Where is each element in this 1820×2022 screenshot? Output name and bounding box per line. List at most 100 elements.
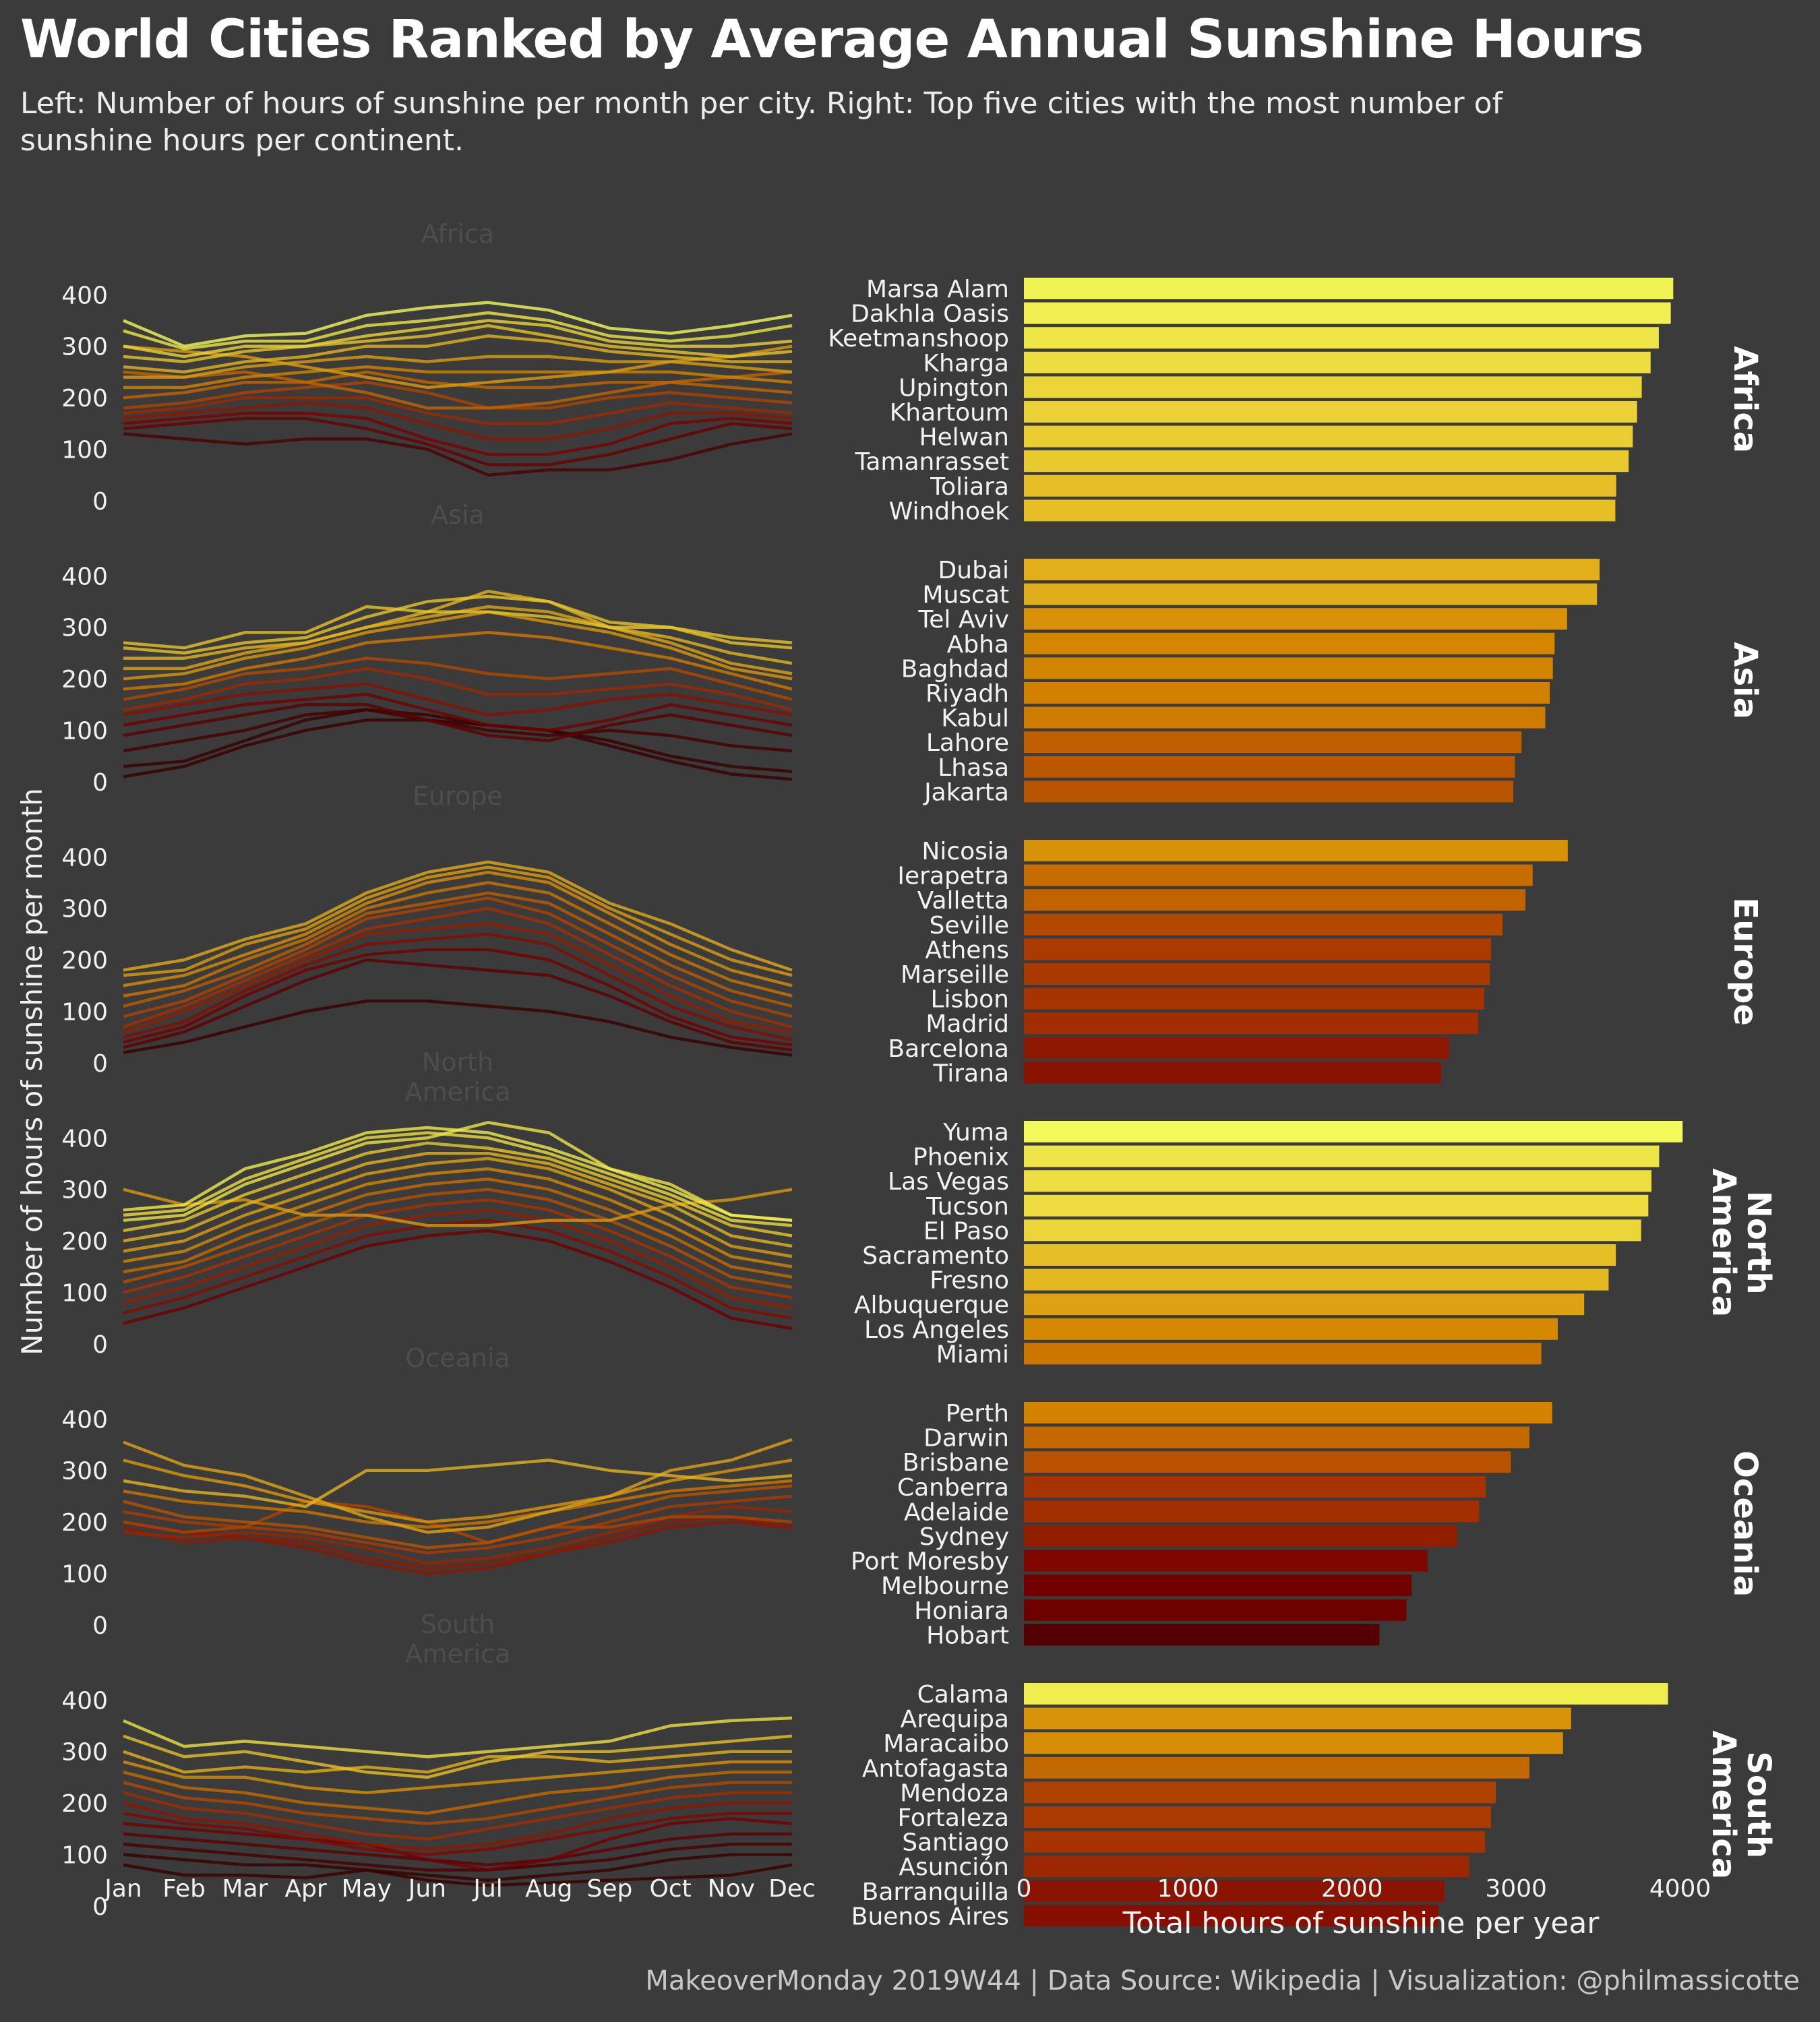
city-label: Lisbon bbox=[930, 986, 1009, 1014]
city-label: Ierapetra bbox=[897, 863, 1009, 890]
x-tick-label: Oct bbox=[650, 1875, 692, 1903]
city-label: Tamanrasset bbox=[854, 448, 1009, 476]
y-tick-label: 300 bbox=[61, 1458, 108, 1485]
y-tick-label: 100 bbox=[61, 1842, 108, 1870]
city-line bbox=[123, 703, 793, 743]
line-panel: Europe 0 100 200 300 400 bbox=[61, 781, 793, 1078]
bar bbox=[1024, 1145, 1660, 1167]
city-line bbox=[123, 1208, 793, 1310]
y-tick-label: 300 bbox=[61, 615, 108, 642]
city-label: Upington bbox=[899, 374, 1009, 402]
strip-label: America bbox=[1705, 1168, 1742, 1317]
city-label: Las Vegas bbox=[888, 1168, 1009, 1196]
bar bbox=[1024, 889, 1526, 911]
city-line bbox=[123, 344, 793, 390]
city-line bbox=[123, 870, 793, 987]
city-line bbox=[123, 432, 793, 477]
bar bbox=[1024, 1525, 1457, 1547]
bar bbox=[1024, 1194, 1649, 1217]
bar bbox=[1024, 1574, 1412, 1597]
y-tick-label: 200 bbox=[61, 947, 108, 975]
city-label: Helwan bbox=[919, 424, 1009, 452]
y-axis-title: Number of hours of sunshine per month bbox=[16, 788, 49, 1355]
y-tick-label: 100 bbox=[61, 999, 108, 1027]
city-line bbox=[123, 1198, 793, 1299]
strip-label: America bbox=[1705, 1730, 1742, 1879]
city-label: Honiara bbox=[914, 1597, 1009, 1625]
chart: Africa0100200300400Asia0100200300400Euro… bbox=[16, 219, 1778, 1940]
y-tick-label: 200 bbox=[61, 666, 108, 694]
city-label: Marseille bbox=[901, 961, 1009, 989]
y-tick-label: 0 bbox=[92, 1612, 108, 1640]
line-facet-label: America bbox=[405, 1077, 511, 1107]
bar bbox=[1024, 1402, 1552, 1423]
bar bbox=[1024, 1244, 1616, 1266]
bar bbox=[1024, 706, 1546, 729]
y-tick-label: 200 bbox=[61, 385, 108, 412]
city-label: Buenos Aires bbox=[851, 1903, 1009, 1930]
city-label: Madrid bbox=[926, 1010, 1009, 1038]
city-line bbox=[123, 958, 793, 1052]
city-line bbox=[123, 1219, 793, 1320]
y-tick-label: 400 bbox=[61, 1687, 108, 1715]
city-label: El Paso bbox=[923, 1217, 1009, 1245]
city-label: Canberra bbox=[897, 1474, 1009, 1502]
city-label: Barranquilla bbox=[862, 1878, 1009, 1906]
city-line bbox=[123, 865, 793, 977]
line-panel: Oceania 0 100 200 300 400 bbox=[61, 1343, 793, 1640]
city-label: Brisbane bbox=[903, 1449, 1009, 1477]
city-label: Phoenix bbox=[913, 1144, 1009, 1171]
line-facet-label: South bbox=[421, 1610, 495, 1639]
city-line bbox=[123, 922, 793, 1034]
bar bbox=[1024, 278, 1674, 299]
city-label: Khartoum bbox=[890, 399, 1009, 427]
bar bbox=[1024, 1426, 1529, 1448]
bar bbox=[1024, 987, 1484, 1010]
city-line bbox=[123, 1781, 792, 1825]
city-line bbox=[123, 417, 793, 466]
bar bbox=[1024, 1037, 1449, 1059]
x-tick-label: Apr bbox=[284, 1875, 326, 1903]
city-line bbox=[123, 1484, 793, 1550]
y-tick-label: 300 bbox=[61, 1177, 108, 1204]
y-tick-label: 100 bbox=[61, 437, 108, 464]
bar-panel: NicosiaIerapetraVallettaSevilleAthensMar… bbox=[888, 838, 1764, 1087]
strip-label: Oceania bbox=[1726, 1450, 1764, 1597]
city-line bbox=[123, 932, 793, 1041]
city-label: Muscat bbox=[922, 582, 1009, 609]
line-facet-label: North bbox=[422, 1047, 493, 1077]
bar bbox=[1024, 425, 1633, 448]
bar bbox=[1024, 1012, 1478, 1035]
city-line bbox=[123, 1520, 793, 1575]
city-label: Baghdad bbox=[901, 655, 1009, 683]
line-facet-label: Oceania bbox=[405, 1343, 510, 1373]
bar bbox=[1024, 913, 1503, 936]
y-tick-label: 200 bbox=[61, 1509, 108, 1537]
city-line bbox=[123, 380, 793, 410]
y-tick-label: 100 bbox=[61, 1561, 108, 1589]
line-facet-label: Asia bbox=[431, 500, 485, 530]
bar bbox=[1024, 1268, 1609, 1291]
city-line bbox=[123, 692, 793, 732]
city-line bbox=[123, 1126, 793, 1222]
bar bbox=[1024, 864, 1533, 886]
y-tick-label: 100 bbox=[61, 1280, 108, 1308]
city-line bbox=[123, 1000, 793, 1057]
bar bbox=[1024, 499, 1616, 522]
bar bbox=[1024, 1318, 1558, 1340]
city-line bbox=[123, 1131, 793, 1227]
bar bbox=[1024, 731, 1522, 754]
bar bbox=[1024, 302, 1671, 324]
city-line bbox=[123, 1853, 792, 1882]
city-line bbox=[123, 1801, 792, 1851]
city-label: Albuquerque bbox=[854, 1291, 1009, 1319]
city-label: Mendoza bbox=[900, 1779, 1009, 1807]
bar-facet-strip: Asia bbox=[1726, 642, 1764, 719]
city-label: Tirana bbox=[932, 1060, 1009, 1087]
city-label: Darwin bbox=[923, 1425, 1009, 1452]
city-label: Hobart bbox=[926, 1622, 1009, 1649]
city-line bbox=[123, 1863, 793, 1887]
